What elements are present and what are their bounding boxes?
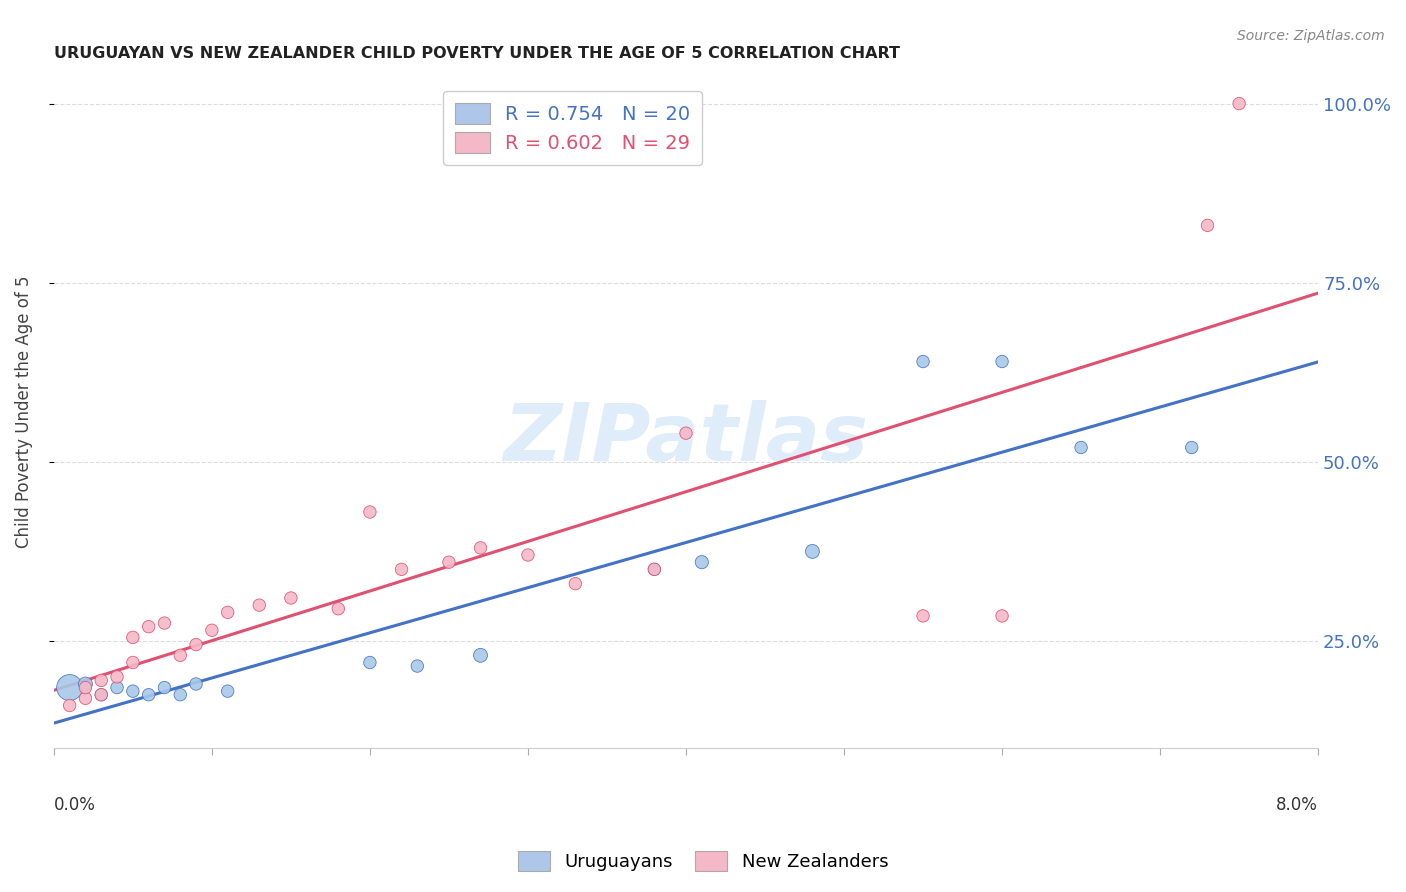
Point	[153, 681, 176, 695]
Point	[690, 555, 713, 569]
Point	[280, 591, 302, 605]
Point	[184, 677, 207, 691]
Text: ZIPatlas: ZIPatlas	[503, 400, 869, 477]
Point	[406, 659, 429, 673]
Point	[121, 631, 143, 645]
Point	[59, 698, 82, 713]
Point	[675, 426, 697, 441]
Point	[470, 648, 492, 663]
Point	[1227, 96, 1250, 111]
Point	[59, 681, 82, 695]
Point	[1181, 441, 1204, 455]
Point	[138, 688, 160, 702]
Y-axis label: Child Poverty Under the Age of 5: Child Poverty Under the Age of 5	[15, 276, 32, 548]
Point	[153, 616, 176, 631]
Point	[437, 555, 460, 569]
Point	[105, 681, 128, 695]
Point	[217, 684, 239, 698]
Point	[801, 544, 824, 558]
Point	[184, 638, 207, 652]
Point	[121, 656, 143, 670]
Point	[247, 598, 270, 612]
Point	[75, 677, 97, 691]
Point	[912, 608, 935, 623]
Point	[359, 505, 381, 519]
Text: 8.0%: 8.0%	[1277, 796, 1319, 814]
Point	[75, 691, 97, 706]
Point	[169, 688, 191, 702]
Point	[1070, 441, 1092, 455]
Point	[105, 670, 128, 684]
Point	[470, 541, 492, 555]
Point	[138, 620, 160, 634]
Point	[643, 562, 665, 576]
Point	[991, 354, 1014, 368]
Point	[328, 601, 350, 615]
Legend: Uruguayans, New Zealanders: Uruguayans, New Zealanders	[510, 844, 896, 879]
Point	[991, 608, 1014, 623]
Point	[90, 688, 112, 702]
Point	[201, 624, 224, 638]
Point	[1197, 219, 1219, 233]
Point	[75, 681, 97, 695]
Point	[90, 673, 112, 688]
Point	[912, 354, 935, 368]
Point	[643, 562, 665, 576]
Point	[169, 648, 191, 663]
Point	[121, 684, 143, 698]
Point	[391, 562, 413, 576]
Point	[516, 548, 538, 562]
Point	[564, 576, 586, 591]
Text: 0.0%: 0.0%	[53, 796, 96, 814]
Text: Source: ZipAtlas.com: Source: ZipAtlas.com	[1237, 29, 1385, 43]
Point	[359, 656, 381, 670]
Point	[217, 605, 239, 619]
Legend: R = 0.754   N = 20, R = 0.602   N = 29: R = 0.754 N = 20, R = 0.602 N = 29	[443, 91, 702, 165]
Point	[90, 688, 112, 702]
Text: URUGUAYAN VS NEW ZEALANDER CHILD POVERTY UNDER THE AGE OF 5 CORRELATION CHART: URUGUAYAN VS NEW ZEALANDER CHILD POVERTY…	[53, 46, 900, 62]
